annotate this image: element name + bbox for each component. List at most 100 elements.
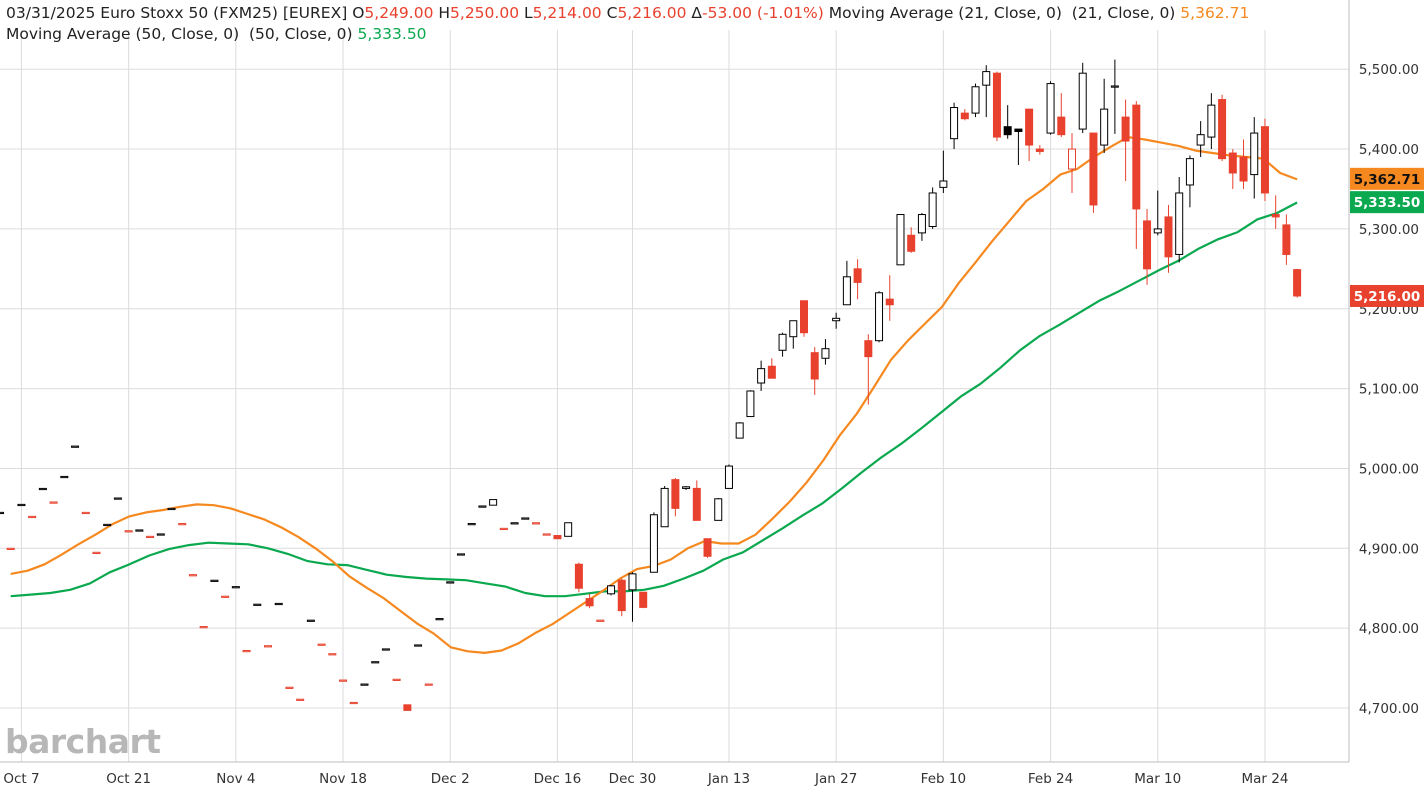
candle-body xyxy=(156,533,165,536)
candle-body xyxy=(1153,228,1162,234)
header-ma21-label: Moving Average (21, Close, 0) (21, Close… xyxy=(828,4,1176,22)
candle-body xyxy=(6,547,15,550)
header-line-1: 03/31/2025 Euro Stoxx 50 (FXM25) [EUREX]… xyxy=(6,3,1249,24)
header-ma21-value: 5,362.71 xyxy=(1180,4,1250,22)
candle-body xyxy=(1046,83,1055,134)
x-tick-label: Jan 27 xyxy=(814,771,857,787)
x-tick-label: Feb 10 xyxy=(921,771,966,787)
candle-body xyxy=(1132,104,1141,210)
candle-body xyxy=(242,650,251,653)
header-line-2: Moving Average (50, Close, 0) (50, Close… xyxy=(6,24,1249,45)
candle-body xyxy=(1068,148,1076,170)
candle-body xyxy=(800,300,808,334)
candle-body xyxy=(1228,152,1237,174)
candle-body xyxy=(660,487,669,528)
x-tick-label: Nov 18 xyxy=(319,771,367,787)
candle-body xyxy=(424,683,433,686)
candle-body xyxy=(510,522,519,525)
candle-body xyxy=(521,517,530,520)
candle-body xyxy=(1260,126,1269,194)
candle-body xyxy=(178,523,187,526)
header-ma50-value: 5,333.50 xyxy=(357,25,427,43)
y-tick-label: 4,900.00 xyxy=(1359,541,1419,557)
candle-body xyxy=(199,626,208,629)
candle-body xyxy=(628,573,637,591)
candle-body xyxy=(478,505,487,508)
candle-body xyxy=(842,276,851,306)
candle-body xyxy=(853,268,862,283)
candle-body xyxy=(221,595,230,598)
candle-body xyxy=(703,538,712,557)
candle-body xyxy=(1164,216,1173,258)
candle-body xyxy=(757,368,766,384)
ma21-line xyxy=(10,136,1298,655)
y-tick-label: 5,500.00 xyxy=(1359,62,1419,78)
candle-body xyxy=(950,107,959,140)
barchart-logo: barchart xyxy=(5,722,161,761)
candle-body xyxy=(28,515,37,519)
candle-body xyxy=(735,422,744,439)
candle-body xyxy=(778,333,787,351)
candle-body xyxy=(639,591,648,608)
candle-body xyxy=(435,618,444,621)
candle-body xyxy=(671,479,680,509)
header-open-label: O xyxy=(352,4,365,22)
candle-body xyxy=(92,551,101,554)
candle-body xyxy=(489,499,498,506)
candle-body xyxy=(832,317,841,322)
candle-body xyxy=(49,501,58,504)
candle-body xyxy=(60,475,69,479)
candle-body xyxy=(574,563,583,589)
header-low-label: L xyxy=(524,4,533,22)
candle-body xyxy=(564,522,573,537)
candle-body xyxy=(617,579,626,612)
x-tick-label: Dec 2 xyxy=(431,771,470,787)
candle-body xyxy=(1282,224,1291,255)
x-tick-label: Nov 4 xyxy=(216,771,255,787)
candle-body xyxy=(264,645,272,648)
header-close-label: C xyxy=(606,4,618,22)
candle-body xyxy=(1250,132,1259,176)
header-close: 5,216.00 xyxy=(617,4,687,22)
candle-body xyxy=(414,644,423,647)
candle-body xyxy=(371,661,380,664)
candle-body xyxy=(403,704,412,711)
candle-body xyxy=(1239,156,1248,182)
candle-body xyxy=(1100,108,1109,146)
candle-body xyxy=(821,348,830,359)
y-tick-label: 5,400.00 xyxy=(1359,142,1419,158)
candle-body xyxy=(1196,134,1205,146)
candle-body xyxy=(1110,85,1119,88)
candle-body xyxy=(124,530,133,533)
candle-body xyxy=(939,180,948,188)
candle-body xyxy=(499,527,508,531)
candle-body xyxy=(135,529,144,532)
candle-body xyxy=(596,619,605,622)
candle-body xyxy=(17,503,26,507)
candle-body xyxy=(381,648,390,651)
candle-body xyxy=(306,619,315,622)
candle-body xyxy=(682,486,691,489)
candle-body xyxy=(71,445,80,448)
candle-body xyxy=(1014,128,1023,132)
candle-body xyxy=(113,497,122,500)
candle-body xyxy=(167,507,176,511)
candle-body xyxy=(1003,126,1012,136)
candle-body xyxy=(992,72,1001,138)
price-tag-label-last: 5,216.00 xyxy=(1354,289,1421,305)
candle-body xyxy=(767,365,776,379)
price-tag-label-ma50: 5,333.50 xyxy=(1354,195,1421,211)
candle-body xyxy=(982,71,991,86)
candle-body xyxy=(285,686,294,689)
x-tick-label: Dec 16 xyxy=(534,771,582,787)
candle-body xyxy=(1035,148,1044,152)
x-tick-label: Mar 24 xyxy=(1241,771,1288,787)
candle-body xyxy=(328,653,337,656)
x-tick-label: Mar 10 xyxy=(1134,771,1181,787)
candle-body xyxy=(446,581,455,584)
header-high-label: H xyxy=(438,4,451,22)
candle-body xyxy=(960,112,969,120)
candle-body xyxy=(585,598,594,607)
candle-body xyxy=(296,698,305,701)
candle-body xyxy=(317,643,326,646)
